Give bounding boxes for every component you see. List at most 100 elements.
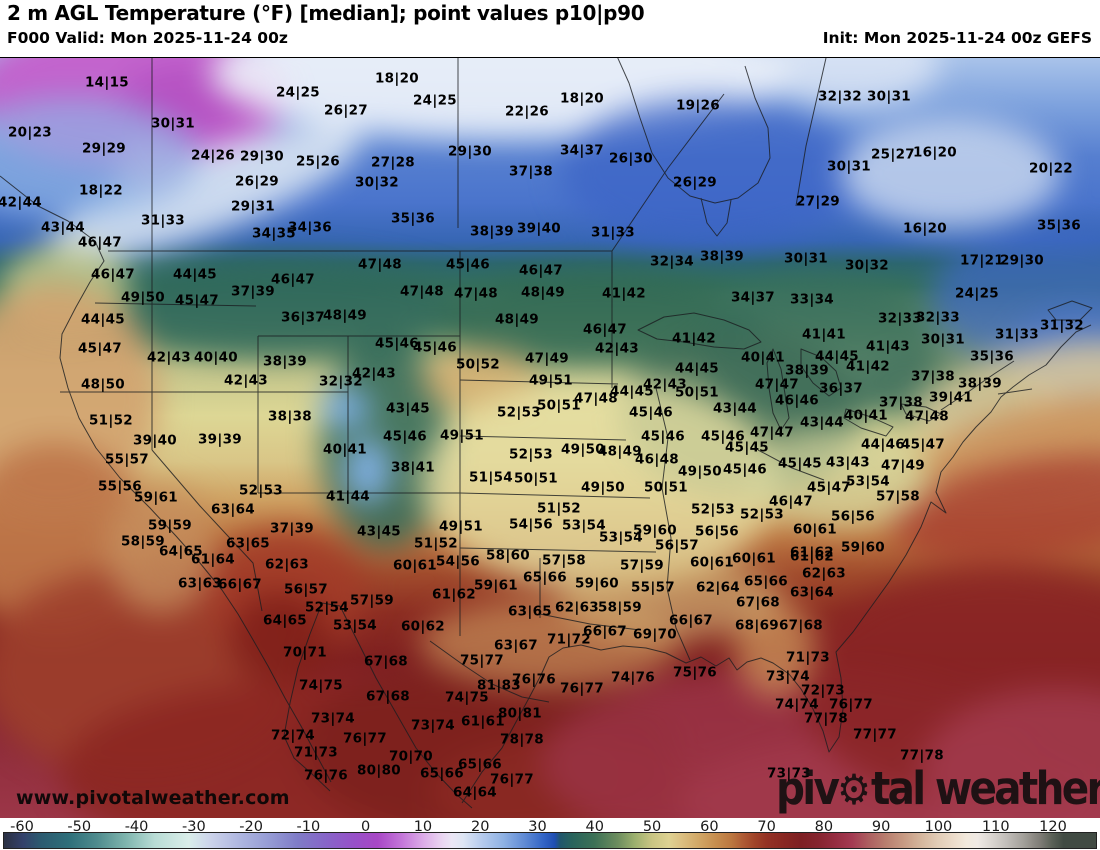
point-value: 48|49 [520,284,566,301]
point-value: 16|20 [912,144,958,161]
point-value: 52|53 [238,482,284,499]
point-value: 65|66 [522,569,568,586]
field-blob [230,593,330,683]
point-value: 38|39 [957,375,1003,392]
point-value: 31|32 [1039,317,1085,334]
point-value: 17|21 [959,252,1005,269]
point-value: 35|36 [390,210,436,227]
point-value: 48|49 [322,307,368,324]
point-value: 71|73 [785,649,831,666]
point-value: 22|26 [504,103,550,120]
point-value: 45|46 [722,461,768,478]
point-value: 43|45 [385,400,431,417]
point-value: 71|72 [546,631,592,648]
point-value: 45|47 [900,436,946,453]
point-value: 44|46 [860,436,906,453]
point-value: 65|66 [457,756,503,773]
st-lawrence-river [940,360,1015,411]
colorbar-tick: -40 [124,819,149,835]
point-value: 45|46 [700,428,746,445]
colorbar-tick: 120 [1039,819,1067,835]
point-value: 20|23 [7,124,53,141]
point-value: 44|45 [172,266,218,283]
point-value: 45|46 [628,404,674,421]
point-value: 34|37 [730,289,776,306]
point-value: 39|40 [516,220,562,237]
point-value: 48|49 [494,311,540,328]
point-value: 47|49 [524,350,570,367]
point-value: 46|47 [518,262,564,279]
coastline-mexico-west [321,602,473,809]
point-value: 43|44 [799,414,845,431]
border-red-river [539,613,641,631]
point-value: 40|41 [843,407,889,424]
temperature-colorbar [3,832,1097,849]
point-value: 63|64 [789,584,835,601]
point-value: 49|50 [580,479,626,496]
point-value: 50|51 [536,397,582,414]
point-value: 76|77 [559,680,605,697]
point-value: 16|20 [902,220,948,237]
lake-huron [800,348,842,397]
james-bay [700,197,732,237]
point-value: 45|46 [445,256,491,273]
point-value: 62|63 [554,599,600,616]
point-value: 38|39 [262,353,308,370]
point-value: 30|32 [844,257,890,274]
point-value: 49|50 [677,463,723,480]
point-value: 59|60 [840,539,886,556]
point-value: 51|52 [413,535,459,552]
point-value: 64|65 [262,612,308,629]
point-value: 60|61 [392,557,438,574]
point-value: 77|77 [852,726,898,743]
point-value: 51|54 [468,469,514,486]
lake-ontario [900,403,942,422]
point-value: 47|47 [749,424,795,441]
point-value: 42|43 [146,349,192,366]
point-value: 73|74 [410,717,456,734]
point-value: 67|68 [735,594,781,611]
point-value: 75|76 [672,664,718,681]
border-rio-grande [429,640,550,703]
point-value: 46|47 [768,493,814,510]
mississippi-river [655,387,691,661]
point-value: 51|52 [536,500,582,517]
point-value: 37|38 [878,394,924,411]
point-value: 55|56 [97,478,143,495]
point-value: 60|61 [689,554,735,571]
colorbar-tick: 50 [642,819,662,835]
point-value: 80|81 [497,705,543,722]
point-value: 49|51 [528,372,574,389]
point-value: 24|26 [190,147,236,164]
point-value: 49|51 [438,518,484,535]
point-value: 32|33 [877,310,923,327]
point-value: 19|26 [675,97,721,114]
point-value: 57|58 [875,488,921,505]
watermark-url: www.pivotalweather.com [16,787,290,809]
point-value: 44|45 [674,360,720,377]
point-value: 50|51 [513,470,559,487]
point-value: 29|31 [230,198,276,215]
point-value: 52|53 [508,446,554,463]
field-blob [320,388,370,428]
point-value: 41|44 [325,488,371,505]
colorbar-tick: 10 [413,819,433,835]
point-value: 45|46 [640,428,686,445]
point-value: 66|67 [668,612,714,629]
colorbar-tick: -20 [239,819,263,835]
field-blob [840,118,1060,228]
point-value: 25|27 [870,146,916,163]
point-value: 42|43 [594,340,640,357]
point-value: 32|33 [915,309,961,326]
point-value: 52|53 [739,506,785,523]
colorbar-tick: 70 [757,819,776,835]
point-value: 46|47 [90,266,136,283]
point-value: 80|80 [356,762,402,779]
border-wa-or [94,302,257,307]
point-value: 38|39 [469,223,515,240]
point-value: 74|75 [298,677,344,694]
point-value: 45|46 [374,335,420,352]
colorbar-tick: -10 [296,819,321,835]
point-value: 39|40 [132,432,178,449]
point-value: 48|50 [80,376,126,393]
